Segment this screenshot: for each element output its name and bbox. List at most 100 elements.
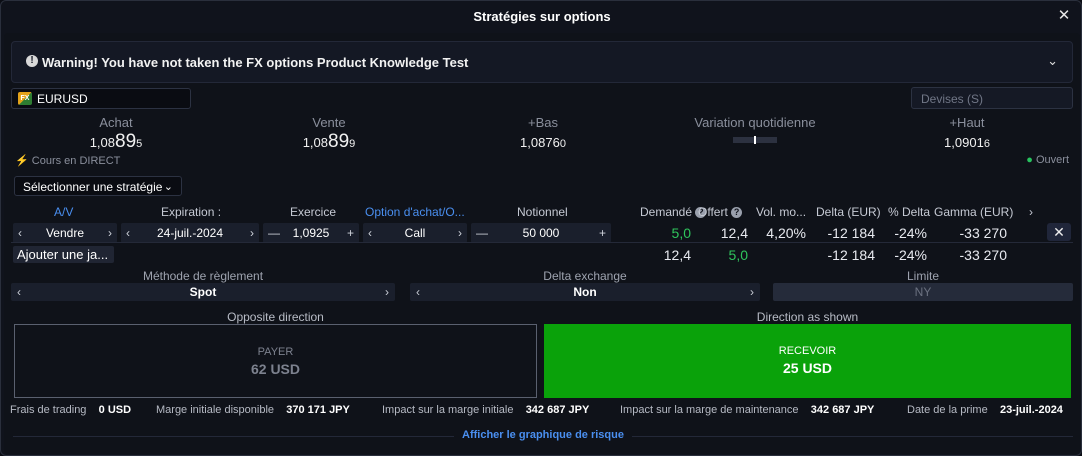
header-delta[interactable]: Delta (EUR) (816, 205, 881, 219)
high-label: +Haut (949, 115, 985, 130)
side-stepper[interactable]: ‹ Vendre › (13, 223, 117, 243)
low-label: +Bas (528, 115, 558, 130)
pkt-warning-banner[interactable]: ! Warning! You have not taken the FX opt… (11, 41, 1073, 83)
chevron-right-icon[interactable]: › (108, 226, 112, 240)
plus-icon[interactable]: + (346, 226, 354, 240)
initial-margin-available: Marge initiale disponible 370 171 JPY (156, 404, 350, 416)
strike-stepper[interactable]: — 1,0925 + (263, 223, 359, 243)
premium-date-value: 23-juil.-2024 (999, 404, 1063, 416)
strike-value: 1,0925 (292, 226, 330, 240)
initial-margin-impact-value: 342 687 JPY (525, 404, 590, 416)
daily-change-label: Variation quotidienne (694, 115, 816, 130)
high-pip: 6 (983, 138, 990, 150)
chevron-left-icon[interactable]: ‹ (368, 226, 372, 240)
trading-fees-value: 0 USD (98, 404, 132, 416)
header-bid-label: Demandé (640, 205, 693, 219)
leg-bid[interactable]: 5,0 (671, 225, 691, 241)
strategy-select[interactable]: Sélectionner une stratégie ⌄ (14, 176, 182, 196)
chevron-right-icon[interactable]: › (750, 285, 754, 299)
currency-input[interactable]: Devises (S) (911, 87, 1073, 109)
total-delta: -12 184 (827, 247, 875, 263)
chevron-right-icon[interactable]: › (250, 226, 254, 240)
header-vol[interactable]: Vol. mo... (756, 205, 807, 219)
header-ask-label: Offert (698, 205, 728, 219)
initial-margin-impact: Impact sur la marge initiale 342 687 JPY (382, 404, 589, 416)
leg-ask[interactable]: 12,4 (720, 225, 748, 241)
notional-stepper[interactable]: — 50 000 + (471, 223, 611, 243)
header-type[interactable]: Option d'achat/O... (365, 205, 465, 219)
limit-input[interactable]: NY (773, 283, 1073, 301)
header-ask[interactable]: Offert ? (698, 205, 743, 219)
header-side[interactable]: A/V (54, 205, 74, 219)
maintenance-margin-impact-value: 342 687 JPY (810, 404, 875, 416)
leg-gamma: -33 270 (959, 225, 1007, 241)
opposite-direction-label: Opposite direction (227, 310, 324, 324)
type-stepper[interactable]: ‹ Call › (363, 223, 467, 243)
bid-quote[interactable]: Achat 1,08895 (71, 115, 161, 153)
pay-action: PAYER (257, 346, 294, 358)
notional-value: 50 000 (522, 226, 560, 240)
add-leg-button[interactable]: Ajouter une ja... (13, 246, 114, 263)
daily-change-marker (754, 136, 756, 144)
minus-icon[interactable]: — (268, 226, 280, 240)
initial-margin-available-value: 370 171 JPY (286, 404, 350, 416)
premium-date: Date de la prime 23-juil.-2024 (907, 404, 1063, 416)
divider (11, 242, 1073, 243)
settlement-label: Méthode de règlement (142, 269, 264, 283)
leg-delta: -12 184 (827, 225, 875, 241)
symbol-name: EURUSD (37, 92, 88, 106)
chevron-right-icon[interactable]: › (385, 285, 389, 299)
close-icon[interactable]: ✕ (1057, 7, 1071, 24)
chevron-left-icon[interactable]: ‹ (126, 226, 130, 240)
minus-icon[interactable]: — (476, 226, 488, 240)
chevron-left-icon[interactable]: ‹ (17, 285, 21, 299)
bid-label: Achat (99, 115, 133, 130)
help-icon[interactable]: ? (695, 207, 707, 218)
dialog-title: Stratégies sur options (473, 9, 611, 24)
receive-button[interactable]: RECEVOIR 25 USD (544, 324, 1071, 398)
header-bid[interactable]: Demandé ? (640, 205, 707, 219)
strategy-select-label: Sélectionner une stratégie (23, 180, 163, 194)
help-icon[interactable]: ? (731, 207, 743, 218)
settlement-select[interactable]: ‹ Spot › (11, 283, 395, 301)
chevron-right-icon[interactable]: › (458, 226, 462, 240)
chevron-left-icon[interactable]: ‹ (416, 285, 420, 299)
bid-big-figure: 89 (115, 131, 137, 152)
header-expiry[interactable]: Expiration : (161, 205, 222, 219)
show-risk-chart-link[interactable]: Afficher le graphique de risque (454, 429, 632, 441)
symbol-selector[interactable]: FX EURUSD (11, 88, 191, 109)
low-value: 1,0876 (520, 135, 560, 150)
header-strike[interactable]: Exercice (290, 205, 337, 219)
plus-icon[interactable]: + (598, 226, 606, 240)
bid-prefix: 1,08 (89, 135, 116, 150)
bolt-icon: ⚡ (15, 155, 29, 167)
settlement-value: Spot (189, 285, 217, 299)
leg-vol: 4,20% (766, 225, 806, 241)
expiry-stepper[interactable]: ‹ 24-juil.-2024 › (121, 223, 259, 243)
total-bid: 12,4 (663, 247, 691, 263)
chevron-left-icon[interactable]: ‹ (18, 226, 22, 240)
total-ask: 5,0 (728, 247, 748, 263)
market-status: ● Ouvert (1026, 154, 1069, 166)
type-value: Call (404, 226, 426, 240)
receive-action: RECEVOIR (778, 345, 837, 357)
ask-quote[interactable]: Vente 1,08899 (284, 115, 374, 153)
expiry-value: 24-juil.-2024 (156, 226, 224, 240)
trading-fees: Frais de trading 0 USD (10, 404, 131, 416)
chevron-right-icon[interactable]: › (1029, 205, 1033, 219)
alert-icon: ! (26, 55, 38, 67)
header-gamma[interactable]: Gamma (EUR) (934, 205, 1014, 219)
header-notional[interactable]: Notionnel (517, 205, 568, 219)
delta-exchange-select[interactable]: ‹ Non › (410, 283, 760, 301)
high-quote: +Haut 1,09016 (922, 115, 1012, 150)
ask-prefix: 1,08 (302, 135, 329, 150)
remove-leg-icon[interactable]: ✕ (1047, 223, 1071, 241)
chevron-down-icon[interactable]: ⌄ (1047, 53, 1058, 68)
ask-pip: 9 (349, 138, 356, 150)
maintenance-margin-impact: Impact sur la marge de maintenance 342 6… (620, 404, 874, 416)
trading-fees-label: Frais de trading (10, 404, 87, 416)
daily-change: Variation quotidienne (685, 115, 825, 130)
pay-button[interactable]: PAYER 62 USD (14, 324, 537, 398)
direction-shown-label: Direction as shown (756, 310, 859, 324)
header-pct-delta[interactable]: % Delta (888, 205, 931, 219)
